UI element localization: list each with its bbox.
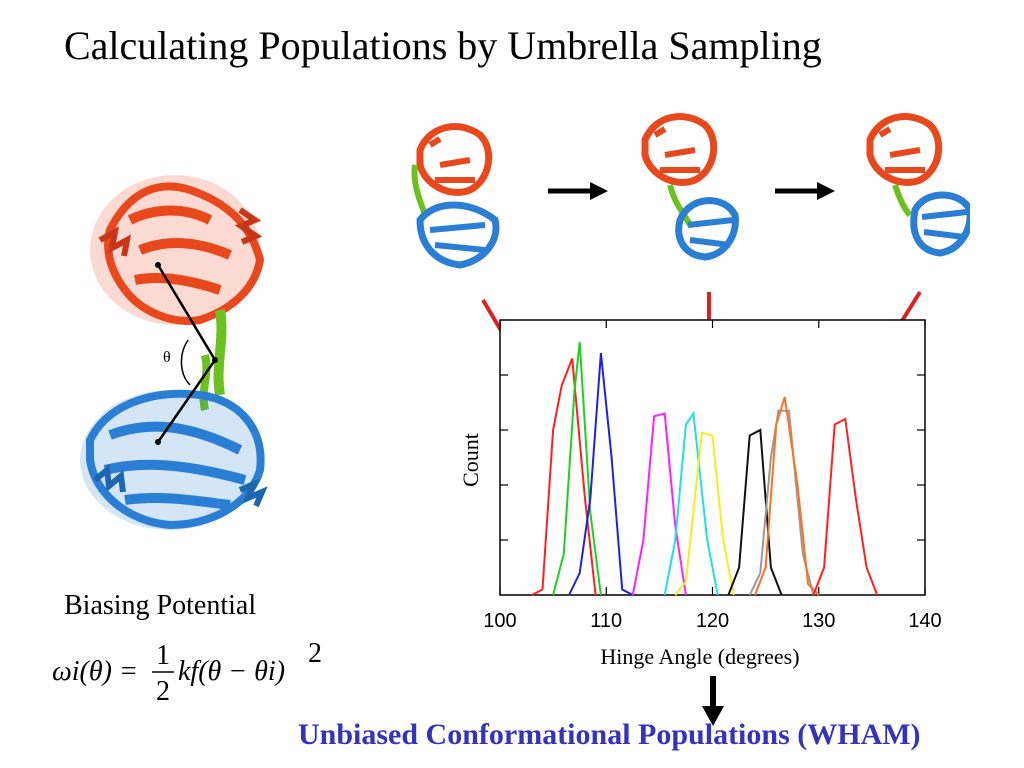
theta-label: θ <box>163 349 171 366</box>
chart-x-axis-label: Hinge Angle (degrees) <box>600 644 799 669</box>
formula-rhs: kf(θ − θi) <box>178 656 285 687</box>
protein-snapshot-3 <box>866 113 970 257</box>
chart-x-tick-label: 140 <box>908 610 941 632</box>
chart-series-line-6 <box>674 431 735 596</box>
hinge-angle-lines <box>155 262 218 445</box>
protein-top-domain <box>90 175 265 325</box>
protein-hinge <box>199 309 227 411</box>
protein-bottom-domain <box>80 389 268 530</box>
down-arrow-icon <box>702 676 724 726</box>
chart-x-ticks: 100 110 120 130 140 <box>483 320 942 632</box>
large-protein-structure-image: θ <box>80 175 268 530</box>
formula-lhs: ωi(θ) = <box>52 656 138 687</box>
chart-series-line-3 <box>568 352 634 596</box>
slide-title: Calculating Populations by Umbrella Samp… <box>64 23 822 68</box>
formula-power: 2 <box>308 638 322 669</box>
chart-x-tick-label: 100 <box>483 610 516 632</box>
right-arrow-icon <box>548 182 608 200</box>
wham-result-text: Unbiased Conformational Populations (WHA… <box>298 718 921 751</box>
chart-series-line-2 <box>552 341 602 596</box>
biasing-potential-label: Biasing Potential <box>64 590 257 621</box>
protein-snapshot-2 <box>641 113 739 261</box>
chart-series-line-1 <box>531 358 597 596</box>
chart-series-line-9 <box>754 396 820 596</box>
protein-snapshot-1 <box>411 123 500 269</box>
biasing-potential-formula: ωi(θ) = 1 2 kf(θ − θi) 2 <box>52 638 322 707</box>
chart-x-tick-label: 120 <box>696 610 729 632</box>
chart-x-tick-label: 110 <box>590 610 622 632</box>
chart-series-line-10 <box>812 417 879 596</box>
histogram-chart: 100 110 120 130 140 Count Hinge Angle (degre… <box>458 319 942 669</box>
formula-fraction-denominator: 2 <box>156 676 170 707</box>
chart-y-ticks <box>500 374 925 541</box>
chart-y-axis-label: Count <box>458 433 483 487</box>
chart-series-line-4 <box>631 412 687 596</box>
chart-series-line-5 <box>663 410 719 596</box>
chart-series-group <box>531 341 879 596</box>
chart-series-line-8 <box>748 409 815 596</box>
formula-fraction-numerator: 1 <box>156 640 170 671</box>
right-arrow-icon <box>775 182 835 200</box>
chart-series-line-7 <box>727 428 783 596</box>
chart-x-tick-label: 130 <box>802 610 835 632</box>
